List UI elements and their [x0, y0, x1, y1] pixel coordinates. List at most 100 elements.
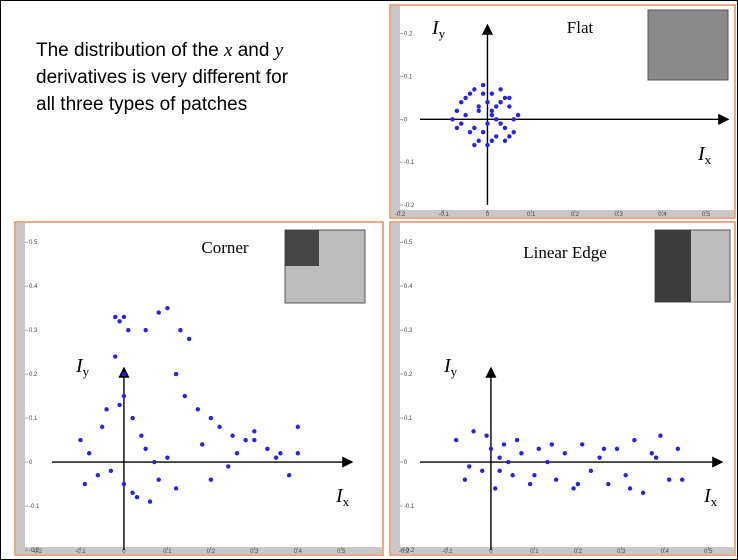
scatter-point	[498, 121, 503, 126]
y-tick-label: 0.2	[404, 372, 413, 378]
scatter-point	[100, 424, 105, 430]
y-tick-label: 0.2	[404, 32, 413, 38]
scatter-point	[108, 468, 114, 474]
scatter-point	[489, 108, 495, 113]
y-tick-label: -0.1	[29, 504, 40, 510]
scatter-point	[462, 477, 468, 482]
x-tick-label: 0.1	[163, 549, 172, 555]
x-tick-label: 0.3	[614, 212, 623, 218]
scatter-point	[195, 407, 201, 412]
scatter-point	[472, 142, 477, 148]
scatter-point	[562, 451, 568, 456]
scatter-point	[476, 104, 481, 109]
scatter-point	[527, 481, 533, 487]
scatter-point	[494, 104, 499, 109]
scatter-point	[467, 464, 472, 469]
axis-label-main: I	[703, 485, 712, 507]
scatter-point	[182, 393, 187, 399]
scatter-point	[252, 429, 257, 434]
x-tick-label: 0.4	[661, 549, 670, 555]
scatter-point	[549, 442, 554, 447]
x-tick-label: 0.1	[530, 549, 539, 555]
scatter-point	[507, 95, 512, 101]
scatter-point	[156, 477, 161, 482]
scatter-point	[649, 451, 654, 456]
heading-line: The distribution of the x and y	[36, 40, 284, 61]
scatter-point	[519, 451, 524, 456]
x-tick-label: 0.2	[574, 549, 583, 555]
scatter-point	[121, 481, 127, 487]
scatter-point	[480, 91, 486, 96]
chart-title: Flat	[567, 18, 594, 37]
scatter-point	[234, 451, 240, 456]
y-tick-label: 0	[29, 460, 33, 466]
scatter-point	[463, 112, 468, 118]
axis-label-main: I	[431, 17, 440, 39]
scatter-point	[130, 415, 135, 421]
scatter-point	[553, 477, 559, 482]
x-tick-label: -0.2	[32, 549, 43, 555]
scatter-point	[494, 134, 499, 139]
scatter-point	[95, 473, 101, 478]
scatter-point	[485, 121, 490, 126]
x-tick-label: 0.3	[617, 549, 626, 555]
axis-label-main: I	[443, 355, 452, 377]
scatter-point	[472, 87, 477, 92]
scatter-point	[78, 437, 83, 443]
scatter-point	[252, 437, 257, 443]
scatter-point	[463, 95, 468, 101]
y-tick-label: 0	[404, 460, 408, 466]
scatter-point	[489, 91, 495, 96]
axis-label: Iy	[431, 17, 446, 41]
scatter-point	[515, 112, 521, 118]
patch-thumbnail	[647, 9, 729, 81]
y-tick-label: 0.4	[29, 284, 38, 290]
scatter-point	[632, 437, 637, 443]
scatter-point	[130, 490, 135, 496]
scatter-point	[459, 100, 464, 105]
x-tick-label: 0.2	[207, 549, 216, 555]
y-tick-label: 0	[404, 117, 408, 123]
y-tick-label: 0.1	[404, 75, 413, 81]
scatter-point	[658, 433, 663, 438]
x-tick-label: -0.1	[439, 212, 450, 218]
scatter-point	[485, 142, 490, 148]
scatter-point	[575, 481, 581, 487]
axis-label: Iy	[443, 355, 458, 379]
heading-line: derivatives is very different for	[36, 67, 289, 88]
x-tick-label: 0	[486, 212, 490, 218]
y-tick-label: -0.1	[404, 160, 415, 166]
scatter-point	[186, 336, 192, 342]
x-tick-label: 0.5	[337, 549, 346, 555]
x-tick-label: 0	[489, 549, 493, 555]
axis-label-sub: x	[711, 494, 718, 509]
x-tick-label: 0.4	[658, 212, 667, 218]
scatter-point	[156, 310, 161, 315]
y-tick-label: -0.1	[404, 504, 415, 510]
scatter-point	[472, 125, 477, 131]
x-tick-label: 0.1	[527, 212, 536, 218]
axis-label-sub: y	[83, 364, 90, 379]
scatter-point	[485, 100, 490, 105]
scatter-point	[471, 429, 476, 434]
y-tick-label: 0.5	[404, 240, 413, 246]
scatter-point	[511, 129, 516, 135]
scatter-point	[117, 319, 122, 324]
scatter-point	[488, 446, 494, 452]
x-tick-label: -0.1	[75, 549, 86, 555]
heading-text: The distribution of the	[36, 40, 224, 61]
scatter-point	[679, 477, 685, 482]
y-tick-label: 0.1	[29, 416, 38, 422]
scatter-point	[454, 125, 460, 131]
scatter-point	[265, 446, 270, 452]
scatter-point	[597, 455, 602, 460]
y-tick-label: 0.5	[29, 240, 38, 246]
scatter-point	[454, 108, 460, 113]
y-tick-label: 0.1	[404, 416, 413, 422]
scatter-point	[502, 125, 508, 131]
scatter-point	[121, 314, 127, 320]
x-tick-label: 0.5	[704, 549, 713, 555]
chart-title: Linear Edge	[523, 243, 607, 262]
scatter-point	[467, 91, 473, 96]
scatter-point	[480, 82, 486, 88]
